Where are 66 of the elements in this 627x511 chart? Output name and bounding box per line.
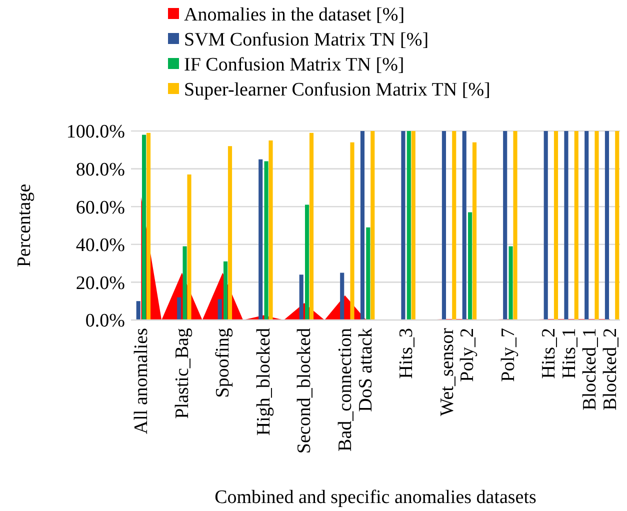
y-tick-label: 0.0%	[85, 310, 126, 332]
bar	[452, 131, 456, 320]
bar	[411, 131, 416, 320]
x-tick-label: High_blocked	[253, 328, 274, 436]
y-tick-label: 80.0%	[76, 159, 126, 180]
bar	[406, 131, 411, 320]
x-tick-label: Plastic_Bag	[172, 328, 193, 419]
x-tick-label: DoS attack	[355, 328, 376, 412]
legend-label: Anomalies in the dataset [%]	[184, 4, 405, 26]
x-tick-label: Poly_7	[498, 328, 519, 382]
bar	[177, 297, 182, 320]
bar	[604, 131, 610, 320]
legend-label: Super-learner Confusion Matrix TN [%]	[184, 80, 490, 101]
y-tick-label: 20.0%	[76, 272, 126, 294]
bar	[554, 131, 558, 320]
bar	[366, 227, 370, 320]
bar	[584, 131, 589, 320]
bar	[564, 131, 568, 320]
bar	[503, 131, 508, 320]
bar	[462, 131, 466, 320]
y-tick-label: 100.0%	[66, 122, 126, 143]
bar	[340, 272, 344, 320]
y-axis-title: Percentage	[14, 184, 35, 268]
bar	[136, 301, 140, 320]
bar	[574, 131, 578, 320]
bar	[401, 131, 406, 320]
bar	[513, 131, 518, 320]
bar	[228, 146, 232, 320]
bar	[258, 159, 263, 320]
bar	[350, 142, 354, 320]
bar	[468, 212, 472, 320]
x-tick-label: Hits_2	[538, 328, 560, 379]
bar	[544, 131, 548, 320]
bar	[182, 246, 187, 320]
legend-label: SVM Confusion Matrix TN [%]	[184, 30, 429, 51]
x-tick-label: All anomalies	[131, 328, 152, 434]
x-tick-label: Poly_2	[457, 328, 478, 382]
bar	[268, 140, 273, 320]
x-axis-title: Combined and specific anomalies datasets	[214, 487, 536, 508]
bar	[299, 274, 304, 320]
bar	[508, 246, 513, 320]
bar	[264, 161, 268, 320]
bar	[594, 131, 599, 320]
x-tick-label: Spoofing	[212, 328, 234, 398]
x-tick-label: Wet_sensor	[436, 327, 458, 416]
bar	[309, 132, 314, 320]
bar	[615, 131, 620, 320]
bar	[442, 131, 446, 320]
bar	[304, 204, 310, 320]
y-tick-label: 60.0%	[76, 197, 126, 218]
x-tick-label: Hits_3	[396, 328, 418, 379]
y-tick-label: 40.0%	[76, 235, 126, 256]
x-tick-label: Second_blocked	[294, 328, 316, 454]
bar	[218, 299, 222, 320]
bar	[223, 261, 228, 320]
x-tick-label: Hits_1	[559, 328, 580, 379]
x-tick-label: Bad_connection	[334, 328, 356, 452]
bar	[142, 134, 146, 320]
bar	[472, 142, 477, 320]
x-tick-label: Blocked_2	[600, 328, 621, 410]
bar	[187, 174, 192, 320]
bar	[146, 132, 151, 320]
legend-label: IF Confusion Matrix TN [%]	[184, 54, 404, 76]
x-tick-label: Blocked_1	[579, 328, 600, 410]
bar	[360, 131, 365, 320]
bar	[370, 131, 375, 320]
